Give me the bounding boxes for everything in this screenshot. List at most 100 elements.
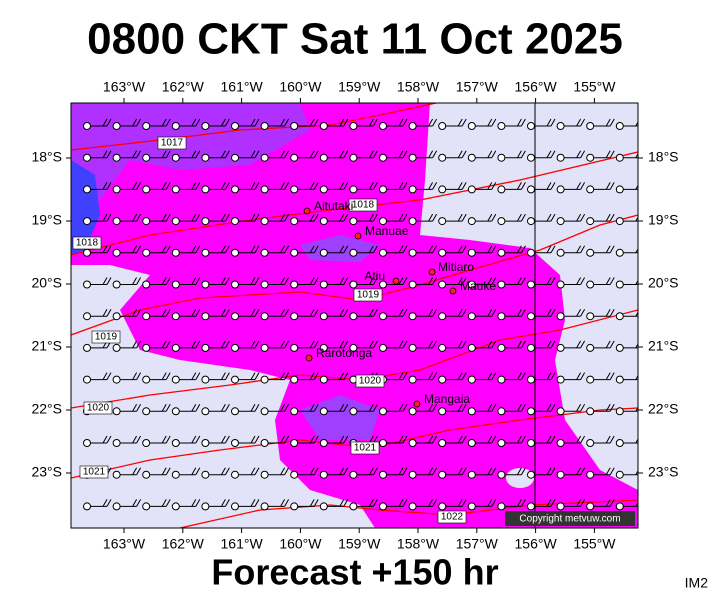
barb-feather [546,182,552,190]
barb-feather [102,182,108,190]
barb-feather [313,467,319,475]
place-dot [428,268,436,276]
barb-feather [254,118,260,127]
barb-feather [165,150,171,158]
barb-feather [161,372,167,380]
isobar-label: 1019 [357,290,380,301]
barb-feather [161,245,167,254]
longitude-label: 157°W [456,79,499,95]
barb-feather [343,499,349,507]
barb-feather [280,499,286,507]
barb-station [556,248,565,257]
barb-feather [136,467,142,475]
barb-station [171,280,180,289]
barb-feather [224,245,230,254]
barb-feather [520,499,526,507]
barb-feather [106,499,112,507]
barb-feather [254,150,260,158]
barb-feather [640,151,644,158]
barb-feather [457,467,463,475]
barb-feather [254,404,260,412]
barb-feather [280,404,286,412]
barb-feather [165,467,171,475]
place-name: Atiu [364,269,385,283]
barb-feather [432,182,438,190]
barb-feather [161,435,167,444]
barb-feather [428,308,434,317]
forecast-label: Forecast +150 hr [211,552,498,593]
place-name: Aitutaki [314,199,353,213]
barb-feather [372,245,378,254]
barb-station [497,280,506,289]
barb-station [231,407,239,416]
barb-feather [195,182,201,190]
latitude-label: 22°S [31,401,62,417]
barb-feather [284,435,290,444]
barb-station [171,217,180,226]
barb-station [142,122,151,130]
barb-feather [220,213,226,222]
latitude-label: 20°S [648,275,679,291]
barb-feather [339,340,345,349]
barb-station [319,248,328,257]
barb-feather [136,308,142,317]
barb-feather [250,182,256,190]
barb-station [83,502,91,511]
barb-station [349,343,358,352]
barb-feather [254,213,260,222]
barb-feather [191,245,197,254]
barb-feather [280,467,286,475]
barb-station [467,407,476,416]
barb-feather [224,308,230,317]
barb-feather [136,213,142,222]
isobar-label-box [355,374,385,388]
barb-feather [609,467,615,475]
barb-feather [313,277,319,285]
barb-station [379,185,387,194]
barb-feather [313,150,319,158]
barb-station [201,312,210,321]
barb-station [615,185,624,194]
barb-feather [220,467,226,475]
longitude-label: 159°W [338,536,381,552]
barb-station [112,312,121,321]
isobar-label: 1018 [76,238,99,249]
barb-feather [487,150,493,158]
barb-feather [136,182,142,190]
barb-feather [491,372,497,380]
wind-barbs [83,118,644,511]
barb-station [142,312,151,321]
barb-station [349,312,358,321]
barb-feather [432,118,438,127]
barb-feather [195,150,201,158]
barb-station [83,248,91,257]
barb-station [112,502,121,511]
barb-station [467,153,476,162]
barb-feather [432,404,438,412]
barb-feather [161,499,167,507]
barb-station [556,185,565,194]
longitude-label: 161°W [221,536,264,552]
barb-feather [284,308,290,317]
barb-feather [580,499,586,507]
barb-feather [284,118,290,127]
barb-feather [491,245,497,254]
barb-feather [343,308,349,317]
barb-station [349,217,358,226]
barb-station [408,502,417,511]
barb-feather [516,118,522,127]
barb-feather [224,372,230,380]
barb-feather [161,404,167,412]
barb-feather [191,499,197,507]
barb-station [349,248,358,257]
barb-station [260,312,269,321]
barb-feather [428,435,434,444]
barb-station [527,153,535,162]
barb-feather [343,245,349,254]
latitude-label: 22°S [648,401,679,417]
barb-feather [280,182,286,190]
barb-station [201,217,210,226]
copyright-box [505,511,635,526]
barb-station [497,248,506,257]
barb-station [319,153,328,162]
